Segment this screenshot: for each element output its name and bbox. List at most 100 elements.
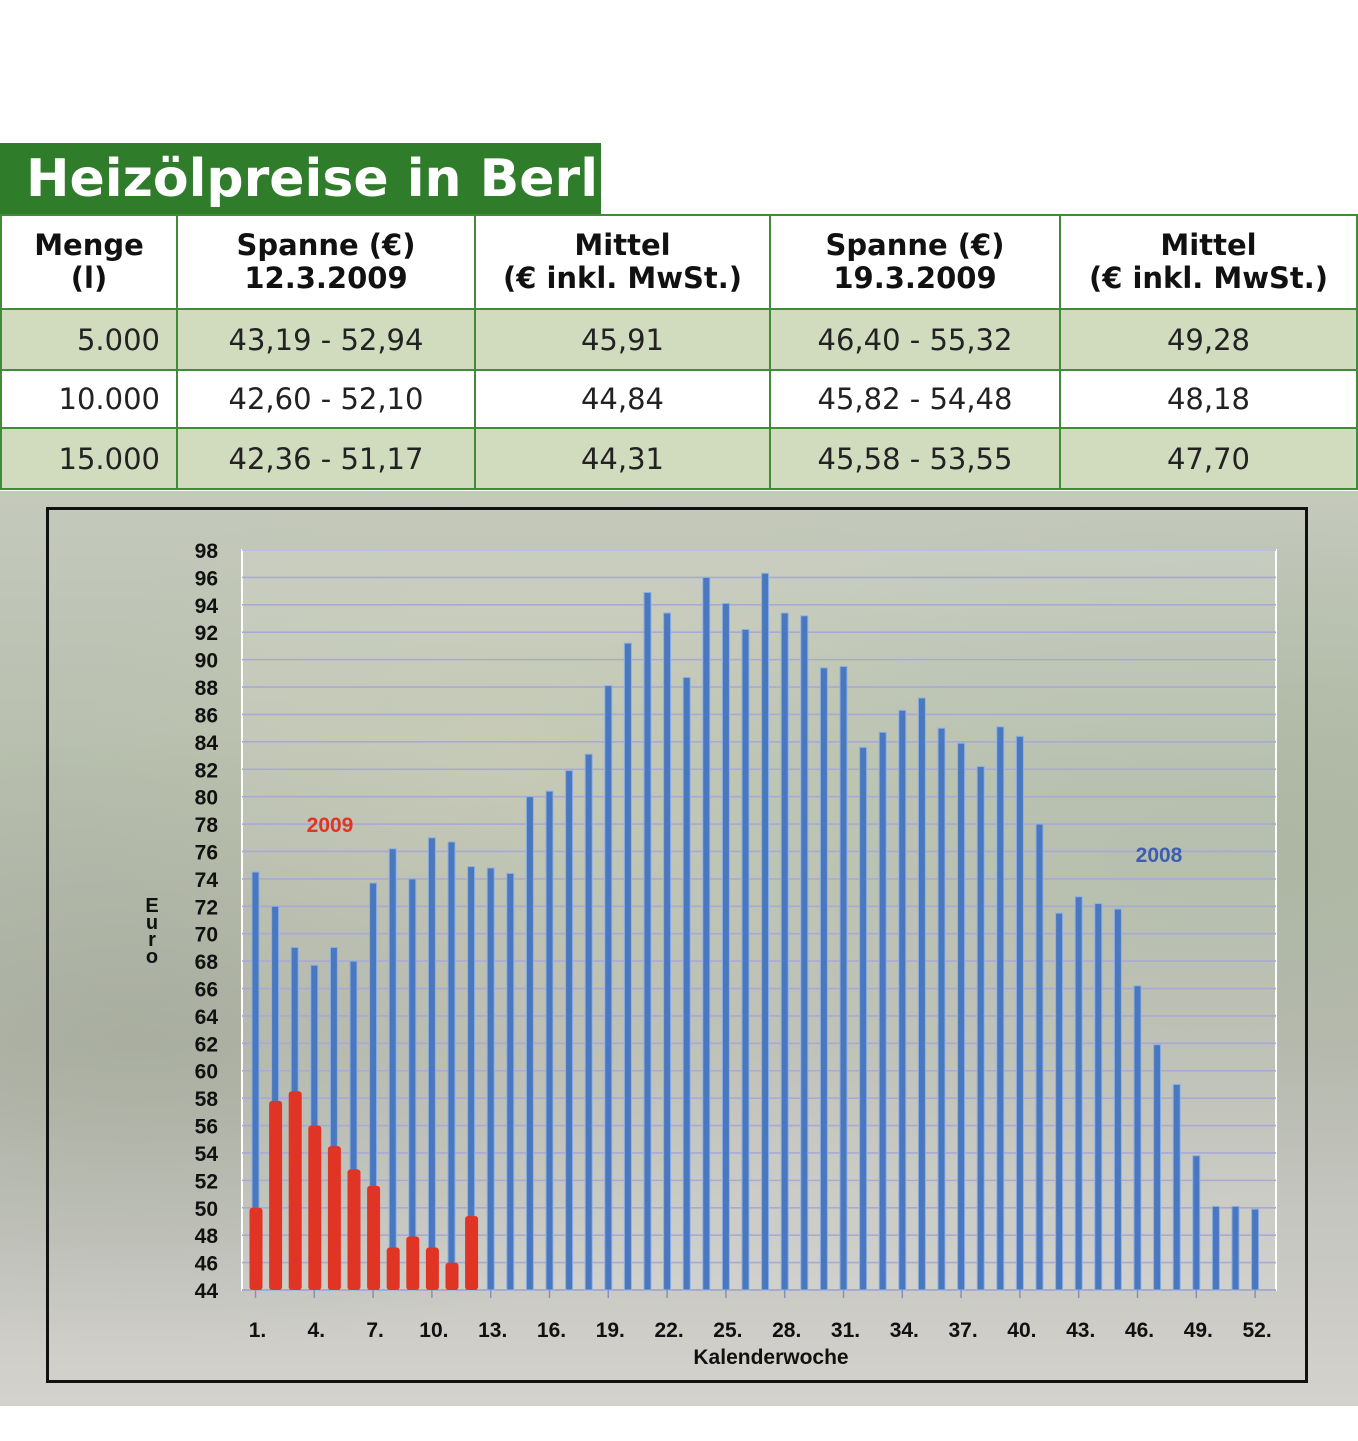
x-tick-label: 43. [1066, 1319, 1095, 1342]
bar-2009-week-5 [327, 1146, 341, 1290]
title-banner: Heizölpreise in Berlin [0, 143, 653, 215]
bar-2008-week-49 [1192, 1155, 1201, 1291]
cell-spanne-1: 42,36 - 51,17 [176, 427, 476, 490]
bar-2008-week-21 [643, 591, 652, 1291]
price-table: Menge (l) Spanne (€) 12.3.2009 Mittel (€ in… [0, 214, 1358, 490]
bar-2008-week-8 [388, 848, 397, 1291]
cell-spanne-1: 43,19 - 52,94 [176, 308, 476, 371]
x-tick-label: 10. [419, 1319, 448, 1342]
y-tick-label: 96 [195, 567, 218, 590]
bar-2009-week-2 [269, 1100, 283, 1290]
y-tick-label: 78 [195, 814, 219, 837]
y-tick-label: 52 [195, 1170, 218, 1193]
bar-2009-week-11 [445, 1262, 459, 1290]
y-tick-label: 50 [195, 1198, 218, 1221]
cell-mittel-1: 44,31 [474, 427, 771, 490]
bar-2008-week-29 [800, 615, 809, 1291]
bar-2008-week-32 [859, 746, 868, 1291]
cell-mittel-2: 49,28 [1059, 308, 1358, 371]
header-spanne-12-3: Spanne (€) 12.3.2009 [176, 214, 476, 310]
cell-spanne-2: 45,82 - 54,48 [769, 369, 1061, 429]
y-tick-label: 44 [195, 1280, 219, 1303]
bar-2008-week-9 [408, 878, 417, 1291]
x-tick-label: 31. [831, 1319, 860, 1342]
x-tick-label: 7. [366, 1319, 384, 1342]
bar-2009-week-9 [406, 1236, 420, 1290]
y-tick-label: 48 [195, 1225, 219, 1248]
x-tick-label: 40. [1007, 1319, 1036, 1342]
bar-2008-week-46 [1133, 985, 1142, 1291]
bar-2008-week-17 [565, 770, 574, 1291]
chart-frame [46, 507, 1308, 1383]
y-tick-label: 98 [195, 540, 219, 563]
cell-mittel-2: 48,18 [1059, 369, 1358, 429]
bar-2009-week-10 [425, 1247, 439, 1290]
y-tick-label: 94 [195, 595, 219, 618]
bar-2009-week-4 [308, 1125, 322, 1290]
table-header-row: Menge (l) Spanne (€) 12.3.2009 Mittel (€ in… [0, 214, 1358, 310]
x-tick-label: 19. [596, 1319, 625, 1342]
table-row: 10.000 42,60 - 52,10 44,84 45,82 - 54,48… [0, 369, 1358, 429]
bar-2008-week-28 [780, 612, 789, 1291]
header-mittel-2: Mittel (€ inkl. MwSt.) [1059, 214, 1358, 310]
y-tick-label: 66 [195, 979, 218, 1002]
cell-menge: 10.000 [0, 369, 178, 429]
y-tick-label: 62 [195, 1033, 218, 1056]
y-tick-label: 46 [195, 1253, 218, 1276]
header-menge: Menge (l) [0, 214, 178, 310]
bar-2009-week-6 [347, 1169, 361, 1290]
bar-2008-week-11 [447, 841, 456, 1291]
y-tick-label: 90 [195, 650, 218, 673]
bar-2008-week-27 [761, 572, 770, 1291]
bar-2008-week-51 [1231, 1205, 1240, 1291]
cell-mittel-1: 45,91 [474, 308, 771, 371]
y-tick-label: 82 [195, 759, 218, 782]
x-tick-label: 22. [654, 1319, 683, 1342]
bar-2008-week-24 [702, 576, 711, 1291]
bar-2009-week-8 [386, 1247, 400, 1290]
x-tick-label: 52. [1242, 1319, 1271, 1342]
x-tick-label: 4. [308, 1319, 326, 1342]
bar-2008-week-10 [427, 837, 436, 1291]
x-tick-label: 37. [948, 1319, 977, 1342]
cell-menge: 15.000 [0, 427, 178, 490]
bar-2008-week-18 [584, 753, 593, 1291]
bar-2008-week-31 [839, 665, 848, 1291]
bar-2008-week-13 [486, 867, 495, 1291]
x-tick-label: 13. [478, 1319, 507, 1342]
y-tick-label: 60 [195, 1061, 218, 1084]
bar-2008-week-40 [1015, 735, 1024, 1291]
bar-2008-week-35 [917, 697, 926, 1291]
y-tick-labels: 98 96 94 92 90 88 86 84 82 80 78 76 74 72 70 68 66 64 62 60… [195, 540, 219, 1303]
bar-2008-week-39 [996, 726, 1005, 1291]
bar-2008-week-48 [1172, 1083, 1181, 1291]
bar-2008-week-23 [682, 676, 691, 1291]
bar-2008-week-50 [1211, 1205, 1220, 1291]
cell-spanne-2: 46,40 - 55,32 [769, 308, 1061, 371]
cell-mittel-2: 47,70 [1059, 427, 1358, 490]
cell-menge: 5.000 [0, 308, 178, 371]
bar-2009-week-1 [249, 1207, 263, 1290]
legend-2008: 2008 [1136, 844, 1183, 867]
y-tick-label: 74 [195, 869, 219, 892]
bar-2008-week-43 [1074, 896, 1083, 1291]
cell-spanne-2: 45,58 - 53,55 [769, 427, 1061, 490]
bar-2008-week-26 [741, 628, 750, 1291]
bar-2008-week-33 [878, 731, 887, 1291]
y-tick-label: 84 [195, 732, 219, 755]
x-tick-label: 34. [890, 1319, 919, 1342]
x-tick-label: 16. [537, 1319, 566, 1342]
bar-2008-week-16 [545, 790, 554, 1291]
bar-2009-week-3 [288, 1091, 302, 1290]
bar-2008-week-25 [721, 602, 730, 1291]
cell-spanne-1: 42,60 - 52,10 [176, 369, 476, 429]
bar-2008-week-52 [1251, 1208, 1260, 1291]
bar-2008-week-22 [663, 612, 672, 1291]
x-tick-label: 46. [1125, 1319, 1154, 1342]
y-tick-label: 88 [195, 677, 219, 700]
x-tick-label: 25. [713, 1319, 742, 1342]
table-row: 5.000 43,19 - 52,94 45,91 46,40 - 55,32 … [0, 308, 1358, 371]
x-tick-label: 28. [772, 1319, 801, 1342]
